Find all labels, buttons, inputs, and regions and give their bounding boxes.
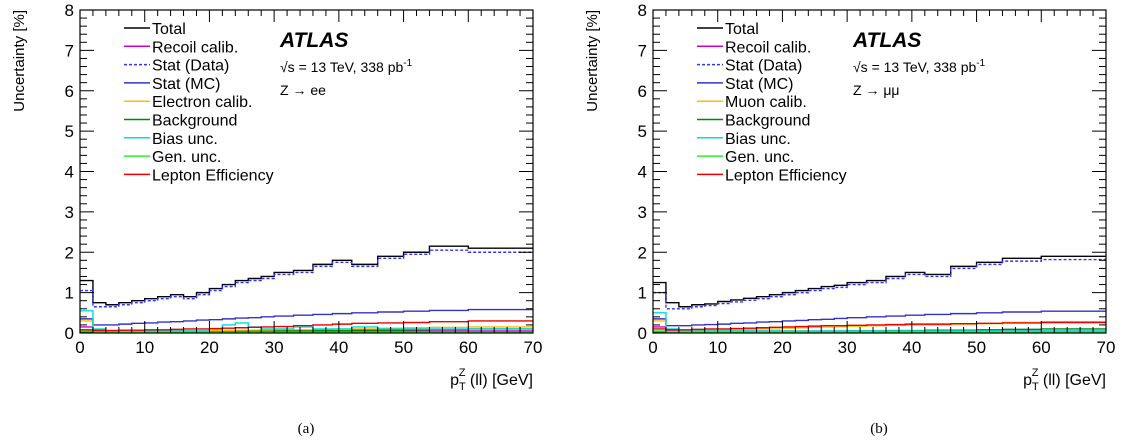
panel-b: 0 10 20 30 40 50 60 70 0 1 2 3 4 5 6 7 8 Uncertainty [%] p… xyxy=(584,1,1115,437)
x-tick-label: 20 xyxy=(200,338,219,357)
series-line-6 xyxy=(80,310,533,332)
atlas-label: ATLAS xyxy=(279,29,348,52)
y-tick-label: 5 xyxy=(65,122,74,141)
x-tick-label: 70 xyxy=(524,338,543,357)
legend-entry-0: Total xyxy=(725,21,759,38)
energy-label-sup: -1 xyxy=(403,58,412,69)
x-tick-label: 50 xyxy=(967,338,986,357)
x-tick-label: 10 xyxy=(708,338,727,357)
y-tick-label: 4 xyxy=(65,163,74,182)
y-tick-label: 8 xyxy=(65,1,74,20)
series-line-8 xyxy=(653,321,1106,331)
y-tick-label: 8 xyxy=(638,1,647,20)
x-axis-label-sub: T xyxy=(1032,381,1039,393)
x-tick-label: 40 xyxy=(902,338,921,357)
y-tick-label: 0 xyxy=(638,324,647,343)
x-axis-label-rest: (ll) [GeV] xyxy=(465,372,533,389)
series-line-3 xyxy=(80,308,533,326)
y-tick-label: 3 xyxy=(65,203,74,222)
y-tick-label: 1 xyxy=(65,284,74,303)
legend-entry-4: Electron calib. xyxy=(152,94,253,111)
legend-entry-3: Stat (MC) xyxy=(152,76,220,93)
y-tick-label: 7 xyxy=(638,41,647,60)
x-tick-label: 60 xyxy=(1032,338,1051,357)
series-line-0 xyxy=(80,245,533,306)
legend-entry-6: Bias unc. xyxy=(152,131,218,148)
legend-entry-5: Background xyxy=(725,113,810,130)
panel-caption: (b) xyxy=(870,421,888,437)
x-axis-label-sup: Z xyxy=(1032,367,1039,379)
y-tick-label: 6 xyxy=(638,82,647,101)
channel-label: Z → ee xyxy=(280,82,326,98)
energy-label-sup: -1 xyxy=(976,58,985,69)
y-tick-label: 3 xyxy=(638,203,647,222)
series-line-0 xyxy=(653,255,1106,308)
legend-entry-4: Muon calib. xyxy=(725,94,807,111)
legend-entry-8: Lepton Efficiency xyxy=(152,167,274,184)
channel-label: Z → μμ xyxy=(853,82,899,98)
x-tick-label: 30 xyxy=(838,338,857,357)
x-tick-label: 40 xyxy=(329,338,348,357)
legend-entry-5: Background xyxy=(152,113,237,130)
legend-entry-6: Bias unc. xyxy=(725,131,791,148)
x-tick-label: 70 xyxy=(1097,338,1116,357)
y-tick-label: 6 xyxy=(65,82,74,101)
y-tick-label: 1 xyxy=(638,284,647,303)
legend-entry-2: Stat (Data) xyxy=(725,58,802,75)
x-tick-label: 30 xyxy=(265,338,284,357)
legend-entry-7: Gen. unc. xyxy=(152,149,221,166)
legend-entry-2: Stat (Data) xyxy=(152,58,229,75)
legend-entry-1: Recoil calib. xyxy=(725,39,811,56)
legend-entry-7: Gen. unc. xyxy=(725,149,794,166)
series-line-3 xyxy=(653,310,1106,327)
x-axis-label-sub: T xyxy=(459,381,466,393)
x-tick-label: 0 xyxy=(648,338,657,357)
series-line-2 xyxy=(80,249,533,308)
energy-label: √s = 13 TeV, 338 pb-1 xyxy=(280,58,413,75)
atlas-label: ATLAS xyxy=(852,29,921,52)
y-axis-label: Uncertainty [%] xyxy=(584,10,601,112)
legend-entry-1: Recoil calib. xyxy=(152,39,238,56)
x-tick-label: 50 xyxy=(394,338,413,357)
legend-entry-0: Total xyxy=(152,21,186,38)
y-tick-label: 2 xyxy=(65,243,74,262)
legend-entry-8: Lepton Efficiency xyxy=(725,167,847,184)
x-tick-label: 10 xyxy=(135,338,154,357)
x-axis-label: pTZ (ll) [GeV]p_T^Z (ll) [GeV] xyxy=(1023,367,1106,393)
y-tick-label: 7 xyxy=(65,41,74,60)
y-tick-label: 0 xyxy=(65,324,74,343)
x-tick-label: 20 xyxy=(773,338,792,357)
x-axis-label: pTZ (ll) [GeV]p_T^Z (ll) [GeV] xyxy=(450,367,533,393)
x-tick-label: 0 xyxy=(75,338,84,357)
y-tick-label: 2 xyxy=(638,243,647,262)
y-tick-label: 5 xyxy=(638,122,647,141)
energy-label: √s = 13 TeV, 338 pb-1 xyxy=(853,58,986,75)
series-line-2 xyxy=(653,258,1106,310)
x-tick-label: 60 xyxy=(459,338,478,357)
panel-caption: (a) xyxy=(298,421,315,437)
x-axis-label-sup: Z xyxy=(459,367,466,379)
x-axis-label-rest: (ll) [GeV] xyxy=(1038,372,1106,389)
legend-entry-3: Stat (MC) xyxy=(725,76,793,93)
y-axis-label: Uncertainty [%] xyxy=(11,10,28,112)
panel-a: 0 10 20 30 40 50 60 70 0 1 2 3 4 5 6 7 8 Uncertainty [%] p… xyxy=(11,1,542,437)
y-tick-label: 4 xyxy=(638,163,647,182)
